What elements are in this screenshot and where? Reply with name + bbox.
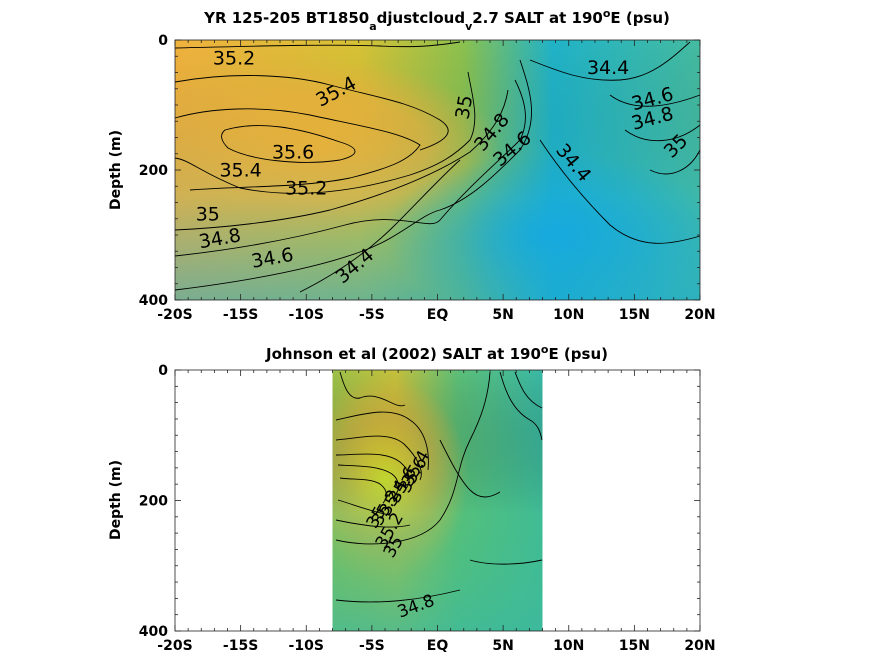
bottom-x-ticks: -20S -15S -10S -5S EQ 5N 10N 15N 20N [157, 370, 716, 654]
bottom-x-tick-label: -15S [223, 638, 258, 654]
bottom-x-tick-label: 20N [684, 638, 715, 654]
top-contour-label: 35 [196, 204, 220, 226]
bottom-y-axis-label: Depth (m) [108, 460, 124, 540]
bottom-contours [335, 371, 543, 603]
bottom-y-tick-label: 400 [139, 624, 168, 640]
top-x-ticks: -20S -15S -10S -5S EQ 5N 10N 15N 20N [157, 40, 716, 323]
bottom-x-tick-label: -5S [359, 638, 385, 654]
bottom-x-tick-label: EQ [427, 638, 449, 654]
top-title: YR 125-205 BT1850adjustcloudv2.7 SALT at… [203, 7, 670, 33]
top-x-tick-label: 5N [492, 307, 513, 323]
top-y-tick-label: 0 [158, 33, 168, 49]
top-x-tick-label: 10N [553, 307, 584, 323]
top-panel: YR 125-205 BT1850adjustcloudv2.7 SALT at… [108, 7, 716, 324]
top-x-tick-label: 15N [619, 307, 650, 323]
top-x-tick-label: 20N [684, 307, 715, 323]
top-y-axis-label: Depth (m) [108, 130, 124, 210]
top-y-tick-label: 200 [139, 163, 168, 179]
top-x-tick-label: -15S [223, 307, 258, 323]
top-contour-label: 35.2 [213, 48, 255, 70]
top-contour-label: 35 [451, 93, 477, 121]
bottom-panel: Johnson et al (2002) SALT at 190oE (psu)… [108, 343, 716, 655]
top-contour-label: 35.6 [272, 141, 314, 163]
bottom-x-tick-label: -10S [289, 638, 324, 654]
top-x-tick-label: -5S [359, 307, 385, 323]
top-contour-label: 34.4 [587, 57, 629, 79]
bottom-y-ticks: 0 200 400 [139, 363, 700, 640]
bottom-x-tick-label: 10N [553, 638, 584, 654]
top-x-tick-label: EQ [427, 307, 449, 323]
top-y-ticks: 0 200 400 [139, 33, 700, 309]
bottom-y-tick-label: 200 [139, 494, 168, 510]
top-contour-label: 35.2 [285, 178, 327, 200]
bottom-x-tick-label: 5N [492, 638, 513, 654]
bottom-title: Johnson et al (2002) SALT at 190oE (psu) [265, 343, 608, 364]
top-x-tick-label: -20S [157, 307, 192, 323]
bottom-x-tick-label: -20S [157, 638, 192, 654]
top-contour-label: 35.4 [219, 160, 261, 182]
bottom-y-tick-label: 0 [158, 363, 168, 379]
top-contours [174, 41, 701, 293]
bottom-heatmap [332, 370, 543, 631]
top-x-tick-label: -10S [289, 307, 324, 323]
top-y-tick-label: 400 [139, 293, 168, 309]
bottom-x-tick-label: 15N [619, 638, 650, 654]
